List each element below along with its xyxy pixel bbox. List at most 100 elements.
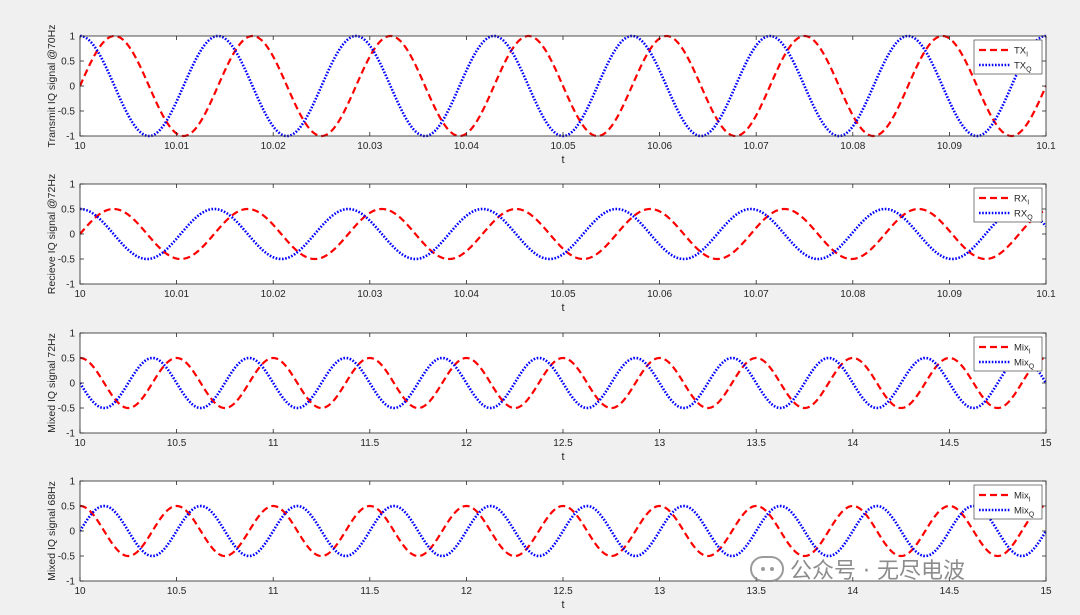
y-tick-label: -1 [66, 132, 75, 143]
chart-2: 10 10.01 10.02 10.03 10.04 10.05 10.06 10.07 10.… [46, 174, 1056, 314]
x-tick-label: 10.04 [454, 141, 479, 152]
plot-area [80, 333, 1046, 433]
x-tick-label: 10.02 [261, 289, 286, 300]
watermark: 公众号 · 无尽电波 [750, 553, 965, 585]
legend-label: MixI [1014, 491, 1031, 504]
legend-label: TXI [1014, 46, 1028, 59]
chart-4: 10 10.5 11 11.5 12 12.5 13 13.5 14 14.5 15 -1 -0.5 0 0… [46, 477, 1052, 612]
x-tick-label: 10.09 [937, 289, 962, 300]
x-axis-label: t [561, 599, 564, 611]
x-tick-label: 12 [461, 586, 473, 597]
x-tick-label: 10.06 [647, 141, 672, 152]
y-tick-label: 0 [69, 82, 75, 93]
y-tick-label: -1 [66, 429, 75, 440]
x-tick-label: 10.07 [744, 289, 769, 300]
x-axis-label: t [561, 154, 564, 166]
x-tick-label: 10.08 [840, 141, 865, 152]
x-tick-label: 10.5 [167, 586, 187, 597]
x-tick-label: 10 [74, 438, 86, 449]
y-axis-label: Recieve IQ signal @72Hz [46, 174, 58, 294]
x-axis-label: t [561, 302, 564, 314]
x-tick-label: 11.5 [360, 586, 379, 597]
x-tick-label: 13.5 [746, 438, 766, 449]
y-axis-label: Transmit IQ signal @70Hz [46, 25, 58, 148]
legend-box [973, 39, 1043, 75]
y-tick-label: 1 [69, 329, 75, 340]
legend-box [973, 484, 1043, 520]
x-tick-label: 13.5 [746, 586, 766, 597]
x-tick-label: 12.5 [553, 438, 573, 449]
x-tick-label: 11 [268, 586, 279, 597]
y-tick-label: 1 [69, 180, 75, 191]
x-tick-label: 10.01 [164, 141, 189, 152]
x-tick-label: 10.04 [454, 289, 479, 300]
y-tick-label: 0.5 [61, 354, 75, 365]
legend-box [973, 187, 1043, 223]
x-tick-label: 10 [74, 289, 86, 300]
plot-area [80, 481, 1046, 581]
x-tick-label: 10.07 [744, 141, 769, 152]
legend-label: RXI [1014, 194, 1029, 207]
x-tick-label: 15 [1040, 586, 1052, 597]
x-tick-label: 10.01 [164, 289, 189, 300]
y-tick-label: 0 [69, 379, 75, 390]
x-axis-label: t [561, 451, 564, 463]
x-tick-label: 10.08 [840, 289, 865, 300]
y-tick-label: 0.5 [61, 502, 75, 513]
x-tick-label: 10.1 [1036, 289, 1056, 300]
plot-area [80, 184, 1046, 284]
x-tick-label: 10 [74, 586, 86, 597]
x-tick-label: 14 [847, 586, 859, 597]
x-tick-label: 10.02 [261, 141, 286, 152]
series-line-mix-i [80, 356, 1046, 410]
x-tick-label: 12 [461, 438, 473, 449]
y-tick-label: 1 [69, 477, 75, 488]
x-tick-label: 10.06 [647, 289, 672, 300]
x-tick-label: 11 [268, 438, 279, 449]
x-tick-label: 13 [654, 438, 666, 449]
legend-box [973, 336, 1043, 372]
x-tick-label: 10 [74, 141, 86, 152]
y-tick-label: -0.5 [58, 552, 76, 563]
series-line-mix-i [80, 504, 1046, 558]
x-tick-label: 10.09 [937, 141, 962, 152]
legend-label: MixI [1014, 343, 1031, 356]
x-tick-label: 10.5 [167, 438, 187, 449]
y-axis-label: Mixed IQ signal 68Hz [46, 481, 58, 581]
y-tick-label: 1 [69, 32, 75, 43]
chart-1: 10 10.01 10.02 10.03 10.04 10.05 10.06 10.07 10.… [46, 25, 1056, 166]
x-tick-label: 10.05 [550, 141, 575, 152]
series-line-tx-i [80, 34, 1046, 138]
x-tick-label: 10.05 [550, 289, 575, 300]
y-tick-label: -1 [66, 577, 75, 588]
series-line-rx-q [80, 207, 1046, 261]
y-tick-label: -0.5 [58, 404, 76, 415]
series-line-rx-i [80, 207, 1046, 261]
y-tick-label: 0 [69, 230, 75, 241]
watermark-text: 公众号 · 无尽电波 [790, 559, 965, 584]
x-tick-label: 14.5 [940, 438, 960, 449]
x-tick-label: 15 [1040, 438, 1052, 449]
x-tick-label: 10.1 [1036, 141, 1056, 152]
wechat-icon [750, 556, 784, 582]
y-tick-label: -1 [66, 280, 75, 291]
y-tick-label: 0.5 [61, 205, 75, 216]
y-tick-label: 0 [69, 527, 75, 538]
y-tick-label: -0.5 [58, 107, 76, 118]
y-axis-label: Mixed IQ signal 72Hz [46, 333, 58, 433]
x-tick-label: 11.5 [360, 438, 379, 449]
y-tick-label: -0.5 [58, 255, 76, 266]
x-tick-label: 13 [654, 586, 666, 597]
x-tick-label: 12.5 [553, 586, 573, 597]
x-tick-label: 10.03 [357, 289, 382, 300]
x-tick-label: 14 [847, 438, 859, 449]
chart-3: 10 10.5 11 11.5 12 12.5 13 13.5 14 14.5 15 -1 -0.5 0 0… [46, 329, 1052, 464]
x-tick-label: 14.5 [940, 586, 960, 597]
y-tick-label: 0.5 [61, 57, 75, 68]
x-tick-label: 10.03 [357, 141, 382, 152]
